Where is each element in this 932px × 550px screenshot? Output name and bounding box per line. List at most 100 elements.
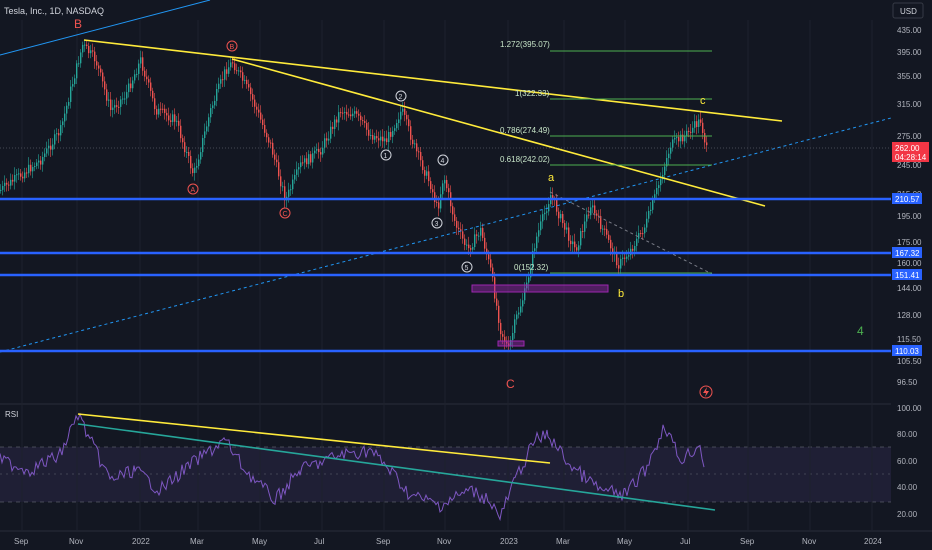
time-tick: Sep: [376, 537, 391, 546]
candle-body: [260, 112, 262, 120]
candle-body: [206, 126, 208, 132]
candle-body: [56, 133, 58, 135]
candle-body: [414, 143, 416, 145]
purple-small-box[interactable]: [497, 340, 525, 347]
candle-body: [388, 131, 390, 143]
candle-body: [104, 81, 106, 90]
candle-body: [464, 238, 466, 245]
lightning-icon[interactable]: [699, 385, 713, 399]
candle-body: [492, 267, 494, 278]
candle-body: [130, 83, 132, 89]
candle-body: [562, 214, 564, 224]
candle-body: [68, 101, 70, 106]
candle-body: [300, 162, 302, 168]
price-tick: 105.50: [897, 357, 922, 366]
candle-body: [626, 256, 628, 259]
rsi-yellow-trendline[interactable]: [77, 413, 551, 464]
candle-body: [384, 138, 386, 142]
time-axis-ticks: Sep Nov 2022 Mar May Jul Sep Nov 2023 Mar May Jul Se…: [14, 537, 882, 546]
symbol-title[interactable]: Tesla, Inc., 1D, NASDAQ: [4, 6, 104, 16]
candle-body: [210, 108, 212, 118]
currency-button[interactable]: USD: [892, 2, 924, 19]
candle-body: [184, 142, 186, 153]
candle-body: [42, 156, 44, 165]
candle-body: [48, 145, 50, 149]
price-tick: 435.00: [897, 26, 922, 35]
candle-body: [688, 130, 690, 132]
candle-body: [660, 179, 662, 186]
yellow-trendline-lower[interactable]: [231, 58, 766, 207]
wave-label-1: 1: [380, 149, 392, 161]
level-tag-167-text: 167.32: [895, 249, 920, 258]
level-tag-167: [892, 247, 922, 258]
candle-body: [366, 122, 368, 130]
candle-body: [444, 179, 446, 184]
candle-body: [244, 79, 246, 81]
candle-body: [356, 111, 358, 114]
candle-body: [190, 155, 192, 169]
candle-body: [108, 99, 110, 101]
price-axis[interactable]: [891, 20, 932, 404]
candle-body: [546, 211, 548, 213]
candle-body: [652, 199, 654, 210]
candle-body: [690, 131, 692, 133]
candle-body: [148, 79, 150, 83]
lightning-circle: [699, 385, 713, 399]
candle-body: [302, 162, 304, 164]
candle-body: [348, 114, 350, 116]
candle-body: [264, 124, 266, 133]
candle-body: [570, 240, 572, 245]
candle-body: [666, 158, 668, 167]
candle-body: [156, 109, 158, 115]
candle-body: [532, 251, 534, 269]
candle-body: [428, 171, 430, 182]
rsi-axis-ticks: 100.00 80.00 60.00 40.00 20.00: [897, 404, 922, 519]
candle-body: [612, 248, 614, 255]
candle-body: [334, 119, 336, 129]
level-tag-210: [892, 193, 922, 204]
candle-body: [468, 244, 470, 249]
candle-body: [98, 65, 100, 69]
candle-body: [354, 111, 356, 114]
candle-body: [86, 44, 88, 46]
candle-body: [396, 122, 398, 129]
candle-body: [528, 277, 530, 283]
candle-body: [220, 79, 222, 84]
wave-label-C-major: C: [506, 377, 515, 391]
candle-body: [28, 164, 30, 174]
upper-channel-line[interactable]: [0, 0, 211, 56]
candle-body: [228, 67, 230, 74]
candle-body: [126, 92, 128, 99]
level-tag-210-text: 210.57: [895, 195, 920, 204]
candle-body: [52, 144, 54, 150]
candle-body: [408, 119, 410, 127]
circle-1: [380, 149, 392, 161]
candle-body: [672, 139, 674, 148]
candle-body: [586, 214, 588, 222]
dashed-correction-line[interactable]: [549, 191, 713, 275]
time-axis[interactable]: [0, 531, 932, 550]
candle-body: [294, 174, 296, 180]
candle-body: [204, 131, 206, 139]
candle-body: [478, 235, 480, 237]
candle-body: [648, 210, 650, 219]
candle-body: [44, 153, 46, 157]
yellow-trendline-top[interactable]: [83, 39, 783, 122]
purple-zone-box[interactable]: [471, 284, 609, 293]
candle-body: [494, 277, 496, 299]
candle-body: [374, 136, 376, 140]
candle-body: [298, 167, 300, 170]
time-tick: Nov: [437, 537, 451, 546]
fib-label-0618: 0.618(242.02): [500, 155, 550, 164]
currency-label: USD: [900, 7, 917, 16]
candle-body: [600, 216, 602, 230]
level-tag-110-text: 110.03: [895, 347, 919, 356]
candle-body: [18, 173, 20, 175]
time-tick: Mar: [190, 537, 204, 546]
candle-body: [182, 138, 184, 143]
candle-body: [422, 160, 424, 171]
rsi-green-trendline[interactable]: [77, 423, 716, 511]
time-tick: Nov: [69, 537, 83, 546]
candle-body: [232, 62, 234, 64]
